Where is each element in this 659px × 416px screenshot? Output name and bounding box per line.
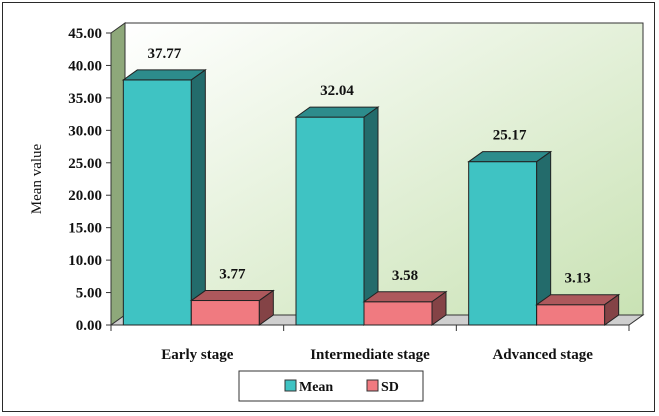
x-tick-label: Early stage bbox=[161, 347, 233, 363]
y-axis-title: Mean value bbox=[29, 143, 45, 214]
bar-mean-2 bbox=[467, 150, 553, 326]
y-tick-label: 25.00 bbox=[68, 156, 102, 172]
x-axis: Early stage Intermediate stage Advanced st… bbox=[110, 325, 630, 363]
chart-frame: 0.00 5.00 10.00 15.00 20.00 25.00 30.00 35.00 40… bbox=[2, 2, 655, 412]
y-tick-label: 15.00 bbox=[68, 221, 102, 237]
bars bbox=[121, 68, 621, 326]
y-tick-label: 45.00 bbox=[68, 26, 102, 42]
data-label-sd-2: 3.13 bbox=[565, 271, 591, 287]
y-axis: 0.00 5.00 10.00 15.00 20.00 25.00 30.00 35.00 40… bbox=[68, 26, 112, 334]
legend: Mean SD bbox=[238, 370, 424, 402]
legend-box bbox=[238, 370, 424, 402]
bar-sd-2 bbox=[535, 293, 621, 326]
bar-mean-0 bbox=[121, 68, 207, 326]
bar-sd-1 bbox=[362, 290, 448, 326]
y-tick-label: 30.00 bbox=[68, 123, 102, 139]
bar-mean-1 bbox=[294, 106, 380, 326]
legend-swatch-sd bbox=[366, 379, 379, 392]
x-tick-label: Intermediate stage bbox=[310, 347, 430, 363]
legend-swatch-mean bbox=[284, 379, 297, 392]
y-tick-label: 10.00 bbox=[68, 253, 102, 269]
y-tick-label: 40.00 bbox=[68, 58, 102, 74]
data-label-sd-1: 3.58 bbox=[392, 268, 418, 284]
data-label-sd-0: 3.77 bbox=[219, 267, 246, 283]
y-tick-label: 20.00 bbox=[68, 188, 102, 204]
y-tick-label: 0.00 bbox=[76, 318, 102, 334]
data-label-mean-0: 37.77 bbox=[147, 46, 181, 62]
y-tick-label: 5.00 bbox=[76, 286, 102, 302]
bar-sd-0 bbox=[189, 289, 275, 326]
data-labels: 37.77 3.77 32.04 3.58 25.17 3.13 bbox=[147, 46, 590, 287]
y-tick-label: 35.00 bbox=[68, 91, 102, 107]
x-tick-label: Advanced stage bbox=[492, 347, 593, 363]
data-label-mean-1: 32.04 bbox=[320, 83, 354, 99]
legend-label-mean: Mean bbox=[299, 380, 333, 395]
legend-label-sd: SD bbox=[381, 380, 399, 395]
data-label-mean-2: 25.17 bbox=[493, 128, 527, 144]
bar-chart: 0.00 5.00 10.00 15.00 20.00 25.00 30.00 35.00 40… bbox=[29, 22, 645, 402]
